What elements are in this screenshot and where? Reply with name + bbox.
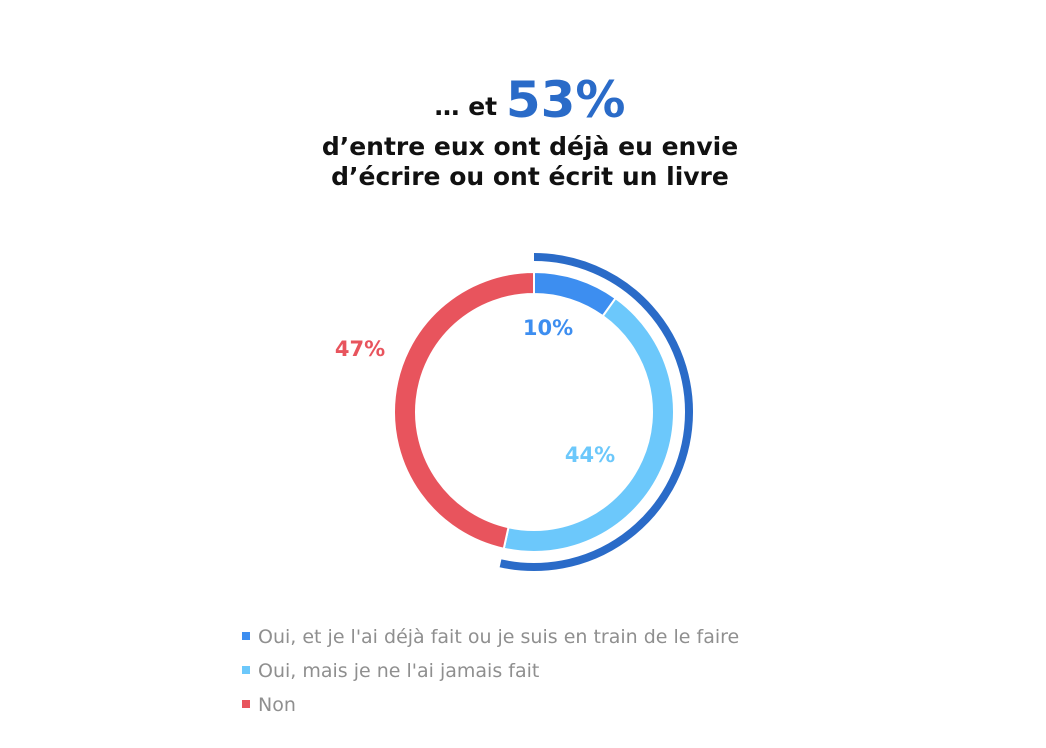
chart-title: … et 53% d’entre eux ont déjà eu envie d… [0, 70, 1046, 192]
legend-swatch [242, 666, 250, 674]
title-prefix: … et [434, 92, 498, 121]
legend-swatch [242, 700, 250, 708]
donut-slice-1 [533, 270, 617, 318]
slice-label-1: 10% [523, 316, 573, 340]
slice-label-2: 44% [565, 443, 615, 467]
highlight-outer-arc [499, 253, 693, 571]
slice-label-3: 47% [335, 337, 385, 361]
legend-item-1: Oui, et je l'ai déjà fait ou je suis en … [242, 620, 739, 654]
legend-label: Oui, mais je ne l'ai jamais fait [258, 660, 540, 682]
legend-item-2: Oui, mais je ne l'ai jamais fait [242, 654, 739, 688]
title-highlight: 53% [505, 71, 626, 129]
legend: Oui, et je l'ai déjà fait ou je suis en … [242, 620, 739, 722]
title-line-3: d’écrire ou ont écrit un livre [331, 162, 729, 191]
donut-slice-3 [393, 270, 535, 550]
legend-label: Non [258, 694, 296, 716]
legend-label: Oui, et je l'ai déjà fait ou je suis en … [258, 626, 740, 648]
title-line-1: … et 53% [0, 70, 1046, 132]
legend-swatch [242, 632, 250, 640]
title-line-2: d’entre eux ont déjà eu envie [321, 132, 739, 161]
legend-item-3: Non [242, 688, 739, 722]
